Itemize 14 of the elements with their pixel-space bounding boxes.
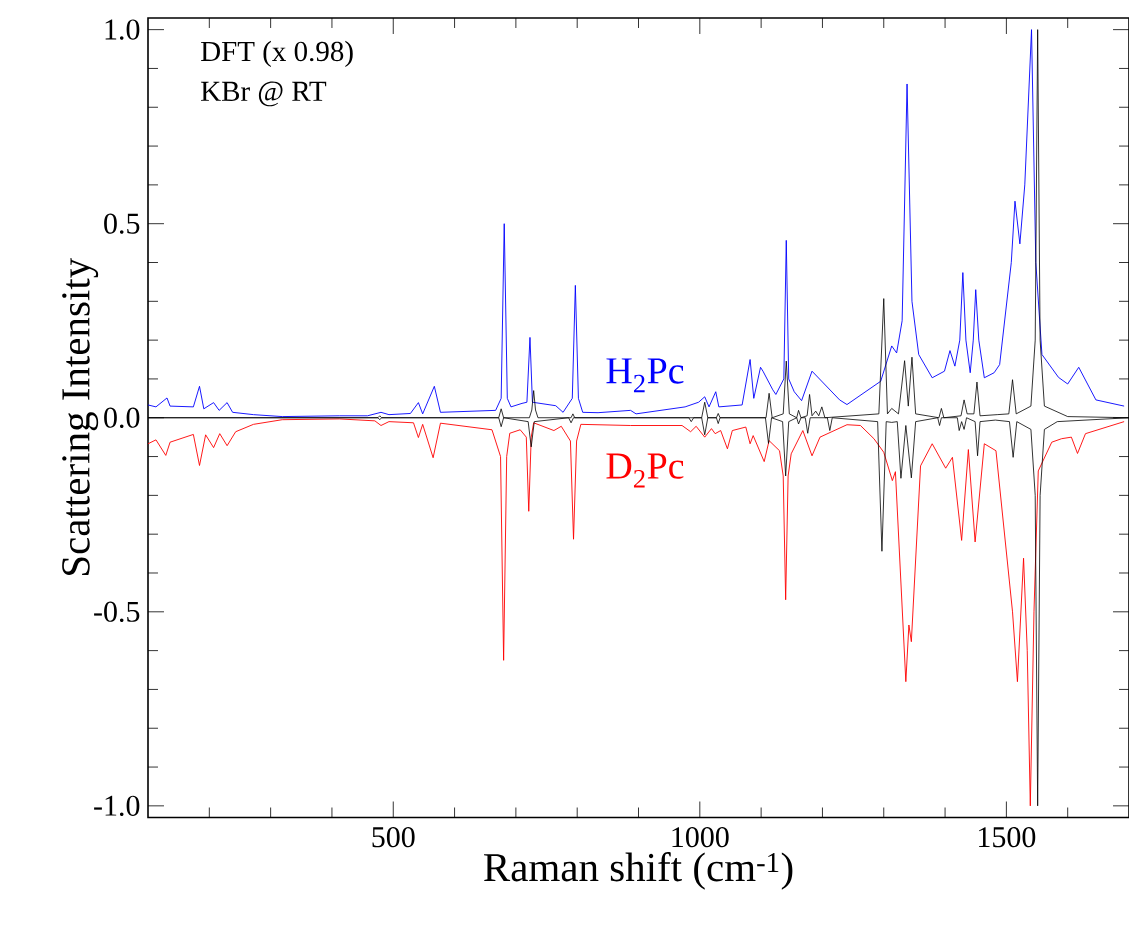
annotation: KBr @ RT: [201, 81, 327, 107]
series-label: D$_{2}$Pc: [606, 453, 684, 488]
y-tick-label: 0.5: [104, 213, 140, 234]
x-tick-label: 1500: [979, 827, 1036, 848]
y-tick-label: -1.0: [94, 795, 140, 817]
series-label: H$_{2}$Pc: [606, 358, 684, 393]
y-axis-title: Scattering Intensity: [62, 257, 99, 575]
y-tick-label: 1.0: [105, 19, 140, 40]
x-tick-label: 500: [372, 827, 415, 848]
y-tick-label: -0.5: [94, 601, 140, 622]
y-tick-label: 0.0: [104, 407, 140, 428]
x-axis-title: Raman shift (cm$^{-1}$): [484, 852, 793, 890]
annotation: DFT (x 0.98): [201, 40, 353, 68]
x-tick-label: 1000: [672, 827, 729, 848]
